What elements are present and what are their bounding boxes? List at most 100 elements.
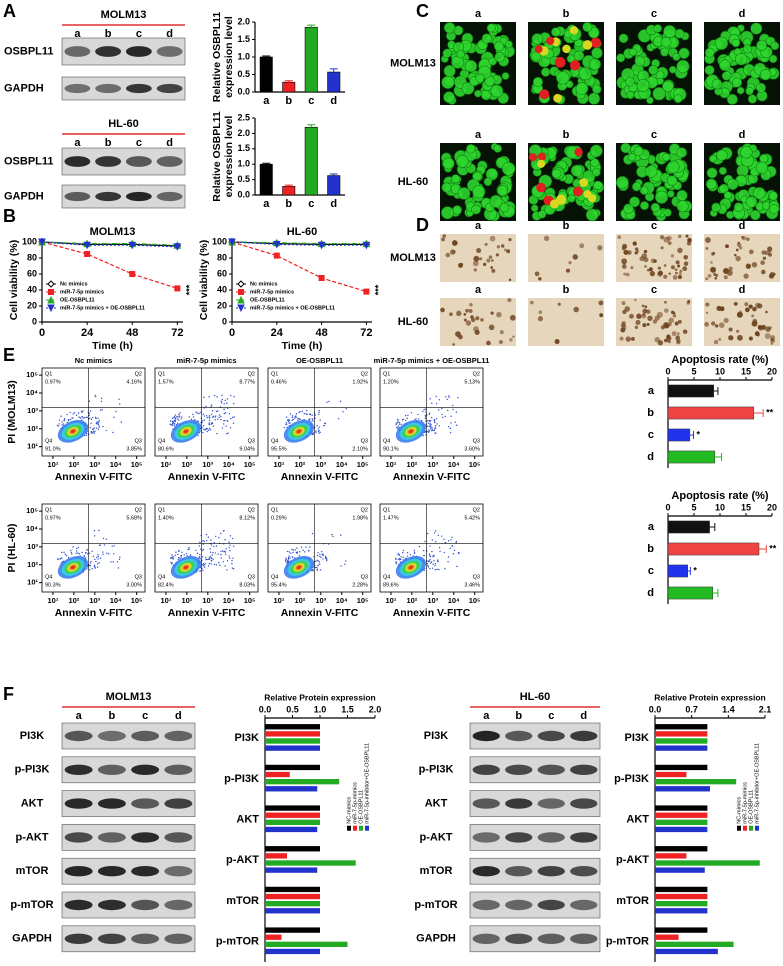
legend-label: miR-7-5p-mimics (742, 782, 748, 824)
event-dot (170, 561, 172, 564)
stained-cell (629, 313, 634, 319)
event-dot (455, 411, 458, 413)
bar (655, 893, 708, 900)
event-dot (428, 430, 431, 432)
event-dot (206, 430, 208, 433)
y-tick-label: d (647, 587, 654, 599)
quadrant-percent: 1.98% (352, 515, 368, 521)
stained-cell (476, 248, 482, 254)
stained-cell (622, 309, 627, 315)
chart-title: Relative Protein expression (264, 692, 376, 702)
event-dot (57, 425, 60, 427)
event-dot (58, 419, 61, 421)
y-tick-label: 0.0 (237, 86, 250, 96)
bar (655, 860, 760, 866)
stained-cell (597, 245, 603, 251)
stained-cell (442, 234, 447, 238)
blot-row-label: OSBPL11 (4, 155, 54, 167)
event-dot (171, 417, 174, 420)
blot-row-label: p-AKT (420, 831, 453, 843)
bar (655, 853, 687, 859)
bar (265, 948, 320, 955)
event-dot (118, 398, 120, 401)
marker (84, 251, 91, 257)
stained-cell (625, 272, 630, 277)
event-dot (304, 551, 306, 553)
event-dot (224, 399, 226, 402)
blot-band (64, 764, 93, 775)
stained-cell (463, 312, 467, 316)
y-tick-label: c (648, 565, 654, 577)
series-line (231, 241, 367, 245)
stained-cell (572, 254, 578, 260)
event-dot (319, 419, 321, 421)
event-dot (444, 542, 446, 544)
cell (719, 59, 731, 72)
image-column-label: a (475, 8, 482, 20)
flow-y-label: PI (MOLM13) (6, 380, 18, 444)
event-dot (449, 547, 452, 549)
quadrant-percent: 1.47% (383, 515, 399, 521)
event-dot (326, 401, 328, 404)
cell (654, 190, 669, 204)
event-dot (61, 551, 63, 554)
event-dot (178, 549, 180, 552)
event-dot (173, 424, 176, 426)
lane-label: b (515, 710, 522, 722)
event-dot (209, 429, 212, 431)
legend-label: OE-OSBPL11 (748, 790, 754, 824)
panel-label: A (3, 1, 16, 21)
x-tick-label: 10³ (89, 596, 100, 605)
cell (620, 142, 631, 154)
event-dot (289, 413, 292, 415)
apoptotic-cell (553, 93, 562, 103)
event-dot (94, 394, 96, 397)
stained-cell (642, 323, 647, 328)
cell (578, 66, 593, 81)
quadrant-name: Q1 (271, 507, 278, 513)
event-dot (220, 532, 222, 535)
stained-cell (718, 322, 725, 328)
bar (265, 867, 318, 873)
event-dot (436, 568, 438, 571)
event-dot (221, 427, 224, 429)
stained-cell (534, 271, 540, 277)
cell (721, 71, 732, 81)
y-tick-label: b (647, 543, 654, 555)
y-tick-label: 1.5 (237, 143, 250, 153)
stained-cell (663, 236, 670, 243)
event-dot (450, 422, 452, 424)
cell (666, 160, 680, 174)
event-dot (203, 564, 206, 566)
event-dot (303, 412, 305, 415)
blot-row-label: OSBPL11 (4, 45, 54, 57)
cell (655, 70, 665, 80)
event-dot (342, 411, 344, 413)
event-dot (285, 423, 288, 426)
x-tick-label: 1.0 (314, 704, 327, 714)
apoptotic-cell (546, 36, 555, 45)
event-dot (306, 413, 308, 416)
y-tick-label: 0.5 (237, 174, 250, 184)
event-dot (413, 549, 416, 552)
event-dot (228, 555, 230, 557)
stained-cell (683, 261, 689, 266)
event-dot (438, 399, 441, 401)
event-dot (89, 427, 92, 429)
bar (667, 406, 755, 420)
image-row-label: MOLM13 (390, 252, 436, 264)
stained-cell (723, 275, 728, 280)
event-dot (208, 562, 211, 565)
cell (505, 40, 513, 49)
marker (272, 240, 281, 249)
cell (759, 69, 772, 81)
event-dot (61, 557, 63, 559)
event-dot (288, 551, 291, 553)
event-dot (300, 546, 303, 548)
y-tick-label: 20 (27, 300, 37, 310)
event-dot (441, 535, 443, 537)
bar (655, 948, 718, 955)
x-tick-label: 10¹ (48, 460, 59, 469)
cell (441, 182, 452, 193)
event-dot (205, 415, 208, 417)
